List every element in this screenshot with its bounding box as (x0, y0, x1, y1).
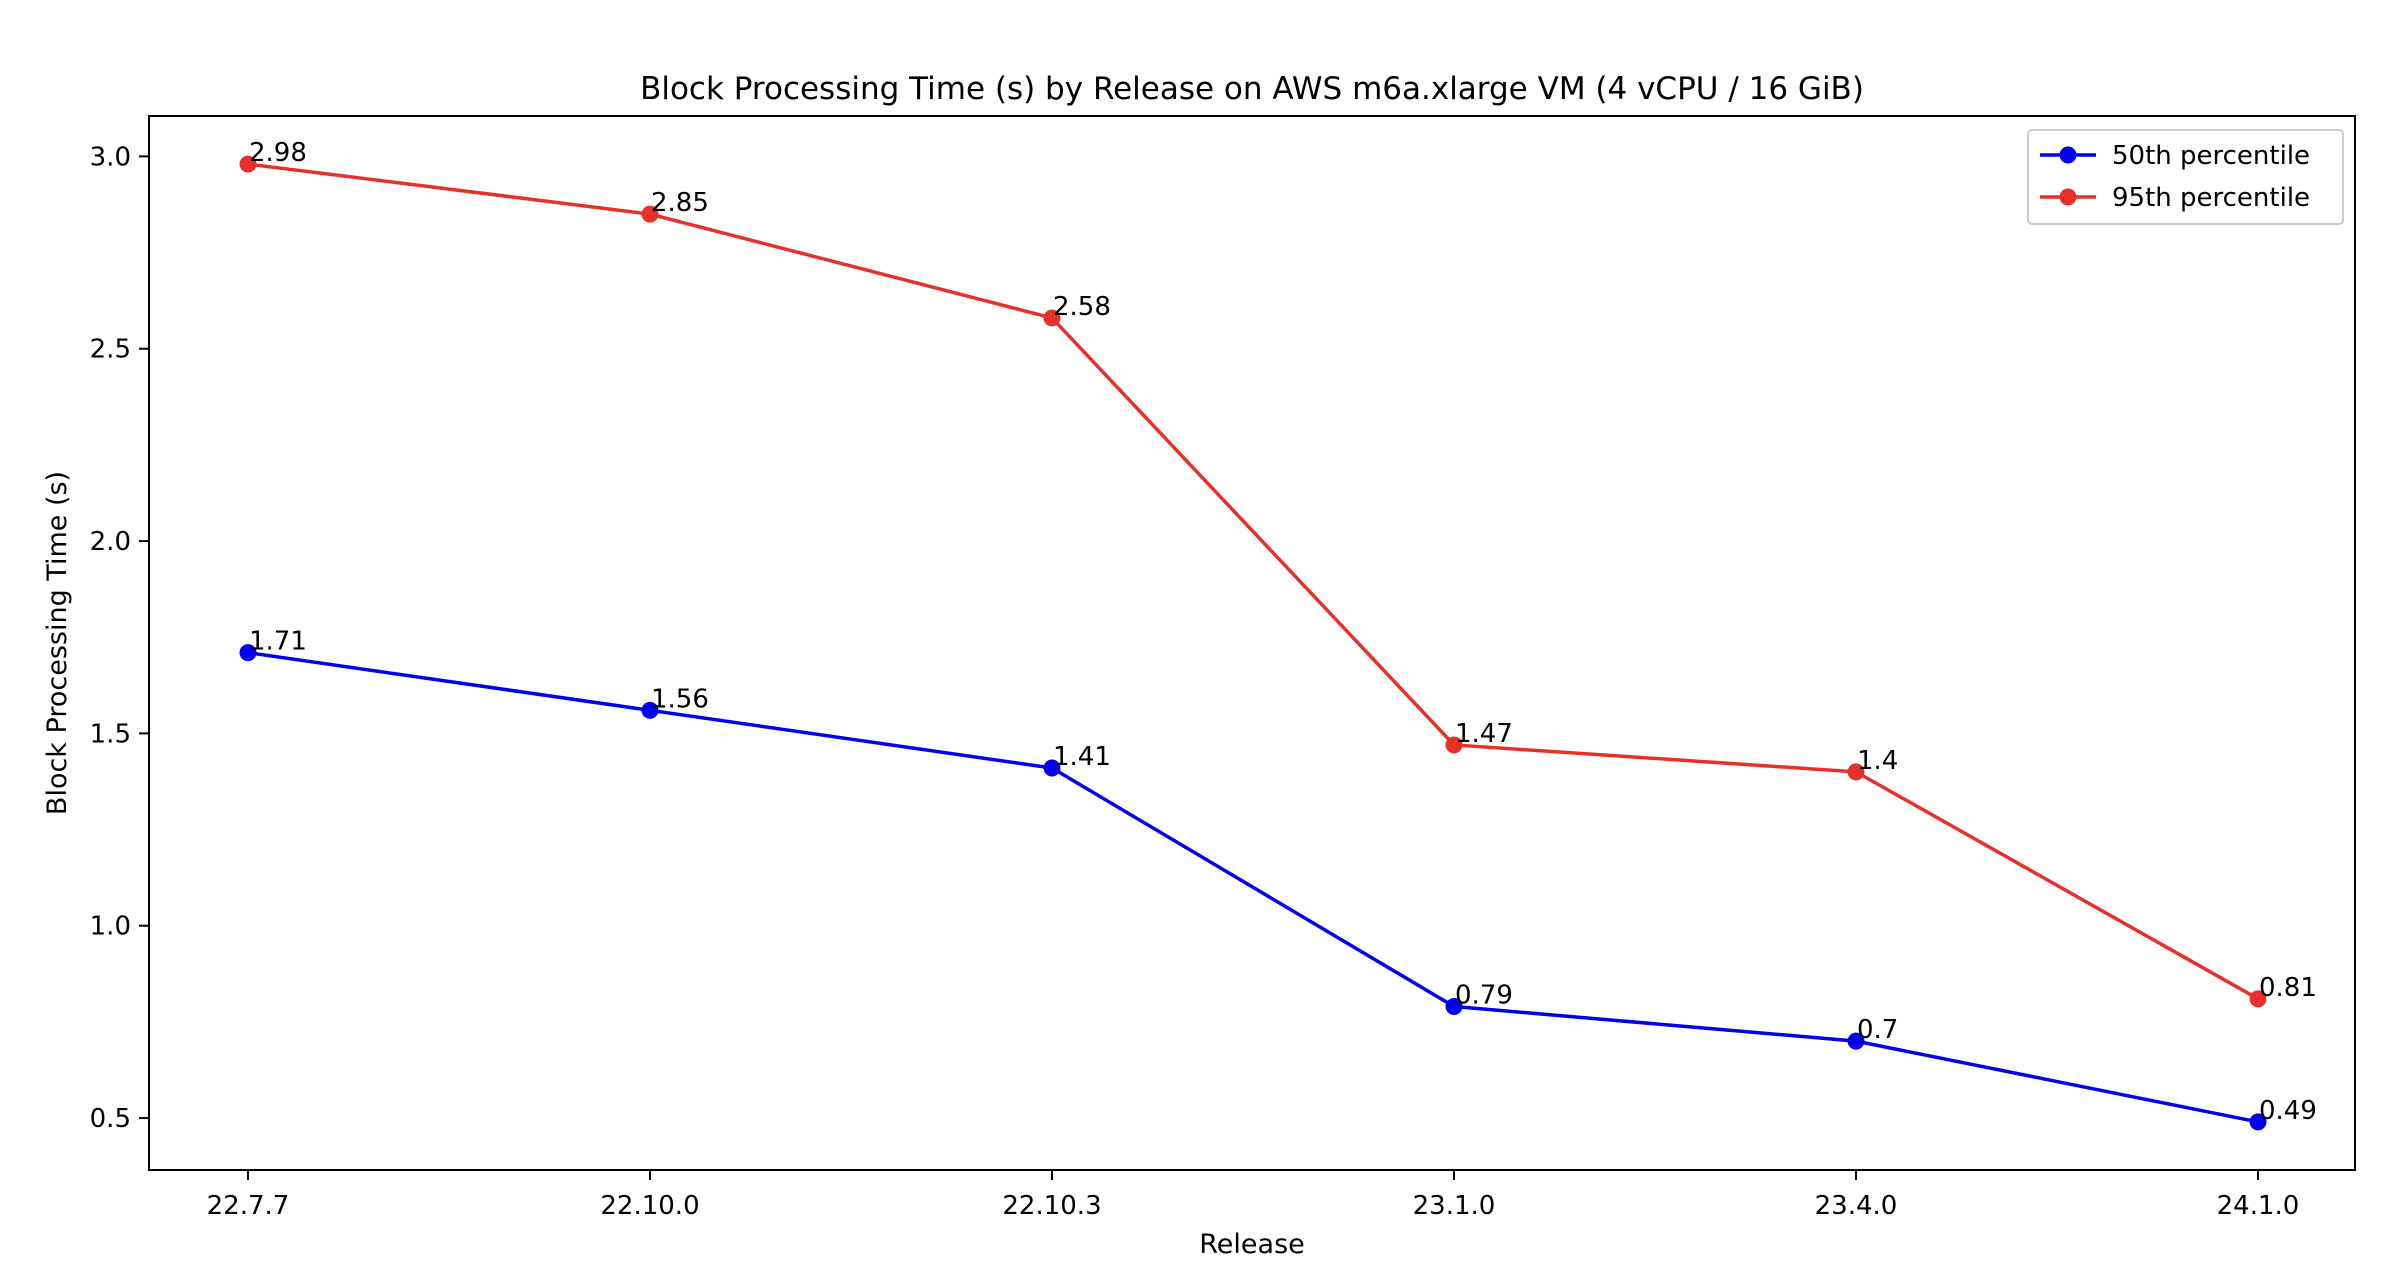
data-point (1847, 763, 1865, 781)
data-label: 1.41 (1053, 742, 1111, 772)
data-point (1445, 736, 1463, 754)
legend: 50th percentile 95th percentile (2027, 129, 2344, 225)
legend-item: 50th percentile (2040, 141, 2310, 171)
y-tick-label: 2.5 (90, 335, 131, 365)
data-point (1043, 309, 1061, 327)
data-point (2249, 990, 2267, 1008)
data-label: 0.49 (2259, 1096, 2317, 1126)
data-point (1847, 1032, 1865, 1050)
y-axis-label: Block Processing Time (s) (42, 471, 73, 815)
series-line (247, 162, 2259, 1001)
data-label: 0.81 (2259, 973, 2317, 1003)
data-point (1043, 759, 1061, 777)
y-tick-label: 1.0 (90, 912, 131, 942)
data-label: 1.47 (1455, 719, 1513, 749)
y-tick-label: 2.0 (90, 527, 131, 557)
data-label: 1.71 (249, 627, 307, 657)
data-point (641, 205, 659, 223)
data-point (239, 644, 257, 662)
x-tick-label: 23.1.0 (1413, 1191, 1496, 1221)
data-point (2249, 1113, 2267, 1131)
data-point (239, 155, 257, 173)
data-label: 0.7 (1857, 1015, 1898, 1045)
x-tick-label: 22.10.0 (600, 1191, 699, 1221)
y-axis-ticks: 0.5 1.0 1.5 2.0 2.5 3.0 (90, 142, 149, 1134)
series-p50 (239, 644, 2267, 1131)
series-layer (239, 155, 2267, 1131)
chart-title: Block Processing Time (s) by Release on … (640, 71, 1864, 107)
y-tick-label: 3.0 (90, 142, 131, 172)
x-tick-label: 22.7.7 (207, 1191, 290, 1221)
series-p95 (239, 155, 2267, 1008)
x-axis-ticks: 22.7.7 22.10.0 22.10.3 23.1.0 23.4.0 24.1.0 (207, 1170, 2300, 1221)
plot-frame (148, 115, 2356, 1171)
legend-marker (2059, 146, 2077, 164)
legend-label: 95th percentile (2112, 183, 2310, 213)
data-label: 1.4 (1857, 746, 1898, 776)
legend-box (2027, 129, 2344, 225)
data-label: 2.85 (651, 188, 709, 218)
x-tick-label: 24.1.0 (2217, 1191, 2300, 1221)
data-label: 1.56 (651, 684, 709, 714)
data-label: 2.98 (249, 138, 307, 168)
data-labels: 1.71 1.56 1.41 0.79 0.7 0.49 2.98 2.85 2.58 1.47 1… (249, 138, 2317, 1126)
legend-marker (2059, 188, 2077, 206)
x-tick-label: 23.4.0 (1815, 1191, 1898, 1221)
y-tick-label: 0.5 (90, 1104, 131, 1134)
data-label: 0.79 (1455, 981, 1513, 1011)
series-line (247, 650, 2259, 1124)
data-point (641, 701, 659, 719)
data-point (1445, 998, 1463, 1016)
data-label: 2.58 (1053, 292, 1111, 322)
legend-item: 95th percentile (2040, 183, 2310, 213)
x-axis-label: Release (1199, 1229, 1305, 1260)
y-tick-label: 1.5 (90, 719, 131, 749)
x-tick-label: 22.10.3 (1002, 1191, 1101, 1221)
legend-label: 50th percentile (2112, 141, 2310, 171)
